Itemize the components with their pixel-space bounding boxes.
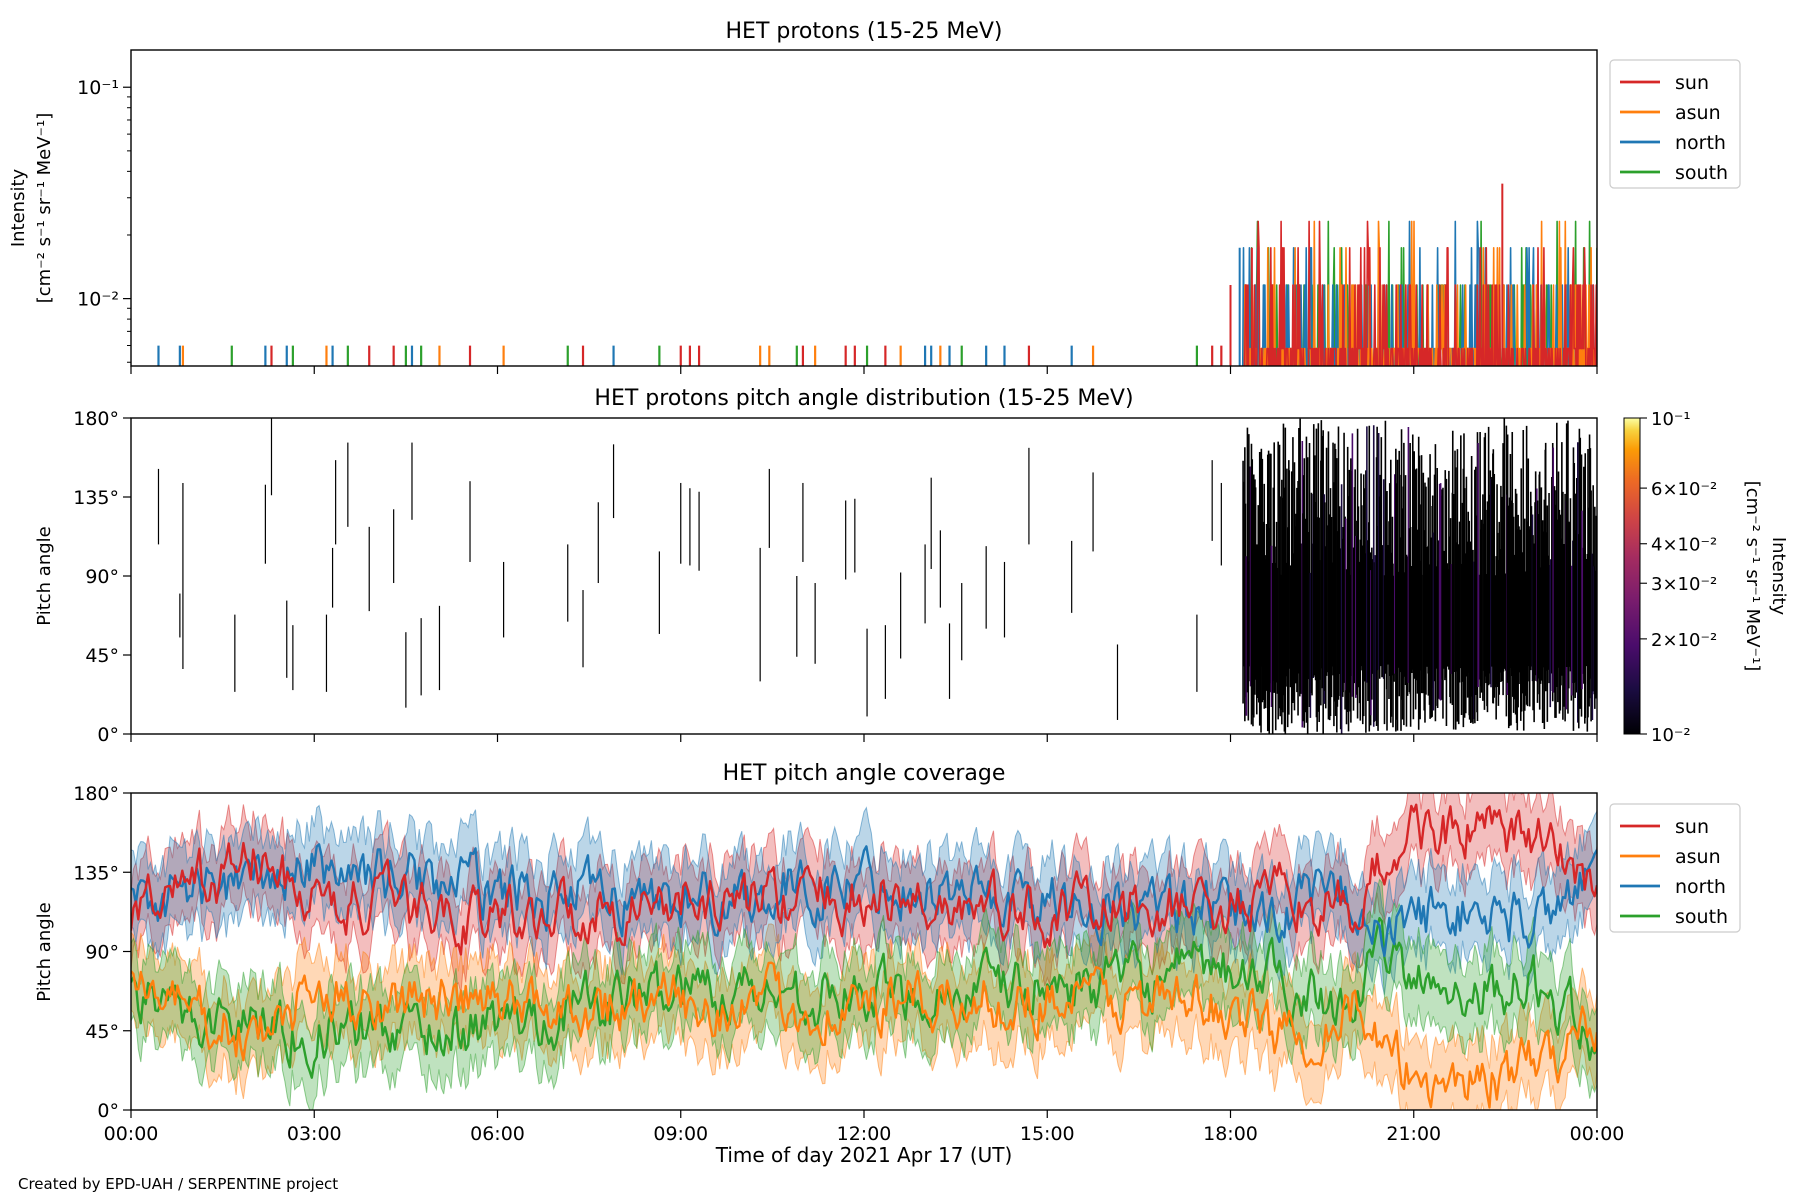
xtick-label-0: 00:00 <box>104 1123 159 1145</box>
intensity-ytick-label-0: 10⁻² <box>77 289 119 311</box>
legend-label-north: north <box>1675 132 1726 154</box>
intensity-panel: HET protons (15-25 MeV) 10⁻² 10⁻¹ Intensi… <box>8 19 1741 374</box>
colorbar-tick-label-0: 10⁻² <box>1651 725 1691 746</box>
intensity-line-sun <box>1243 220 1597 366</box>
intensity-ylabel-line1: Intensity <box>8 168 29 247</box>
pad-panel: HET protons pitch angle distribution (15… <box>34 386 1789 746</box>
legend1-box <box>1609 59 1741 189</box>
coverage-legend: sun asun north south <box>1609 803 1741 933</box>
xtick-label-1: 03:00 <box>287 1123 342 1145</box>
legend-label-asun: asun <box>1675 102 1721 124</box>
pad-ytick-label-4: 180° <box>73 408 119 430</box>
colorbar <box>1623 417 1641 735</box>
legend3-box <box>1609 803 1741 933</box>
intensity-ytick-label-1: 10⁻¹ <box>77 77 119 99</box>
coverage-line-north <box>131 843 1597 958</box>
colorbar-tick-label-4: 6×10⁻² <box>1651 479 1717 500</box>
xtick-label-3: 09:00 <box>653 1123 708 1145</box>
xtick-label-6: 18:00 <box>1203 1123 1258 1145</box>
colorbar-tick-label-1: 2×10⁻² <box>1651 630 1717 651</box>
coverage-ytick-label-4: 180° <box>73 783 119 805</box>
pad-ylabel: Pitch angle <box>34 526 55 625</box>
pad-ytick-label-1: 45° <box>85 645 119 667</box>
legend-label-sun: sun <box>1675 816 1709 838</box>
coverage-band-north <box>131 804 1597 995</box>
colorbar-tick-label-5: 10⁻¹ <box>1651 409 1691 430</box>
legend-label-south: south <box>1675 162 1728 184</box>
pad-title: HET protons pitch angle distribution (15… <box>594 386 1133 411</box>
coverage-ytick-label-3: 135° <box>73 862 119 884</box>
pad-ytick-label-2: 90° <box>85 566 119 588</box>
legend-label-north: north <box>1675 876 1726 898</box>
xtick-label-4: 12:00 <box>837 1123 892 1145</box>
coverage-ylabel: Pitch angle <box>34 902 55 1001</box>
x-axis-label: Time of day 2021 Apr 17 (UT) <box>715 1143 1013 1167</box>
intensity-legend: sun asun north south <box>1609 59 1741 189</box>
credit-text: Created by EPD-UAH / SERPENTINE project <box>18 1175 339 1193</box>
xtick-label-2: 06:00 <box>470 1123 525 1145</box>
pad-ytick-label-0: 0° <box>97 724 119 746</box>
intensity-axes-frame <box>130 49 1598 367</box>
pad-ytick-label-3: 135° <box>73 487 119 509</box>
colorbar-label-line1: Intensity <box>1768 537 1789 616</box>
intensity-title: HET protons (15-25 MeV) <box>726 19 1003 44</box>
coverage-line-asun <box>131 961 1597 1109</box>
colorbar-tick-label-2: 3×10⁻² <box>1651 574 1717 595</box>
coverage-ytick-label-1: 45° <box>85 1021 119 1043</box>
coverage-ytick-label-0: 0° <box>97 1100 119 1122</box>
colorbar-label-line2: [cm⁻² s⁻¹ sr⁻¹ MeV⁻¹] <box>1742 481 1763 672</box>
legend-label-asun: asun <box>1675 846 1721 868</box>
xtick-label-8: 00:00 <box>1570 1123 1625 1145</box>
legend-label-south: south <box>1675 906 1728 928</box>
legend-label-sun: sun <box>1675 72 1709 94</box>
xtick-label-5: 15:00 <box>1020 1123 1075 1145</box>
intensity-ylabel-line2: [cm⁻² s⁻¹ sr⁻¹ MeV⁻¹] <box>34 113 55 304</box>
colorbar-tick-label-3: 4×10⁻² <box>1651 535 1717 556</box>
coverage-panel: HET pitch angle coverage 0° 45° 90° 135° 180… <box>34 761 1741 1145</box>
xtick-label-7: 21:00 <box>1386 1123 1441 1145</box>
coverage-ytick-label-2: 90° <box>85 942 119 964</box>
coverage-title: HET pitch angle coverage <box>723 761 1006 786</box>
coverage-line-sun <box>131 803 1597 956</box>
